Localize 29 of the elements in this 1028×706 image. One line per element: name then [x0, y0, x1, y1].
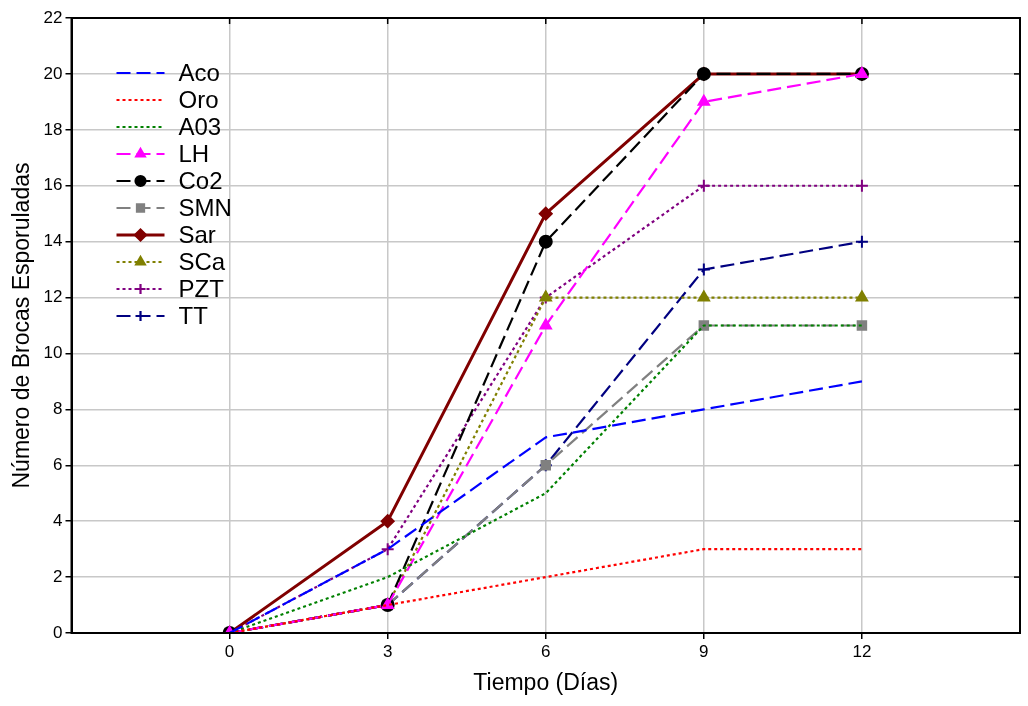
- x-tick-label: 3: [382, 641, 393, 661]
- legend-label: SCa: [178, 247, 226, 275]
- y-tick-label: 10: [43, 343, 63, 363]
- x-tick-label: 6: [541, 641, 551, 661]
- x-axis-title: Tiempo (Días): [473, 668, 619, 695]
- y-tick-label: 6: [53, 454, 63, 474]
- y-tick-label: 12: [43, 287, 63, 307]
- y-tick-label: 14: [43, 231, 63, 251]
- y-tick-label: 16: [43, 175, 63, 195]
- legend-label: LH: [178, 139, 210, 167]
- x-tick-label: 0: [224, 641, 235, 661]
- x-tick-label: 12: [852, 641, 872, 661]
- legend-label: Co2: [178, 166, 223, 194]
- legend-label: Aco: [178, 58, 220, 86]
- y-tick-label: 22: [43, 7, 63, 27]
- y-tick-label: 8: [53, 399, 63, 419]
- legend-label: Sar: [178, 220, 216, 248]
- x-tick-label: 9: [699, 641, 709, 661]
- legend-label: PZT: [178, 274, 225, 302]
- y-tick-label: 2: [53, 566, 63, 586]
- y-tick-label: 4: [53, 510, 63, 530]
- y-axis-title: Número de Brocas Esporuladas: [8, 162, 35, 489]
- legend-label: SMN: [178, 193, 232, 221]
- legend-label: TT: [178, 301, 209, 329]
- legend-label: A03: [178, 112, 222, 140]
- y-tick-label: 0: [53, 622, 63, 642]
- y-tick-label: 20: [43, 63, 63, 83]
- legend-label: Oro: [178, 85, 219, 113]
- y-tick-label: 18: [43, 119, 63, 139]
